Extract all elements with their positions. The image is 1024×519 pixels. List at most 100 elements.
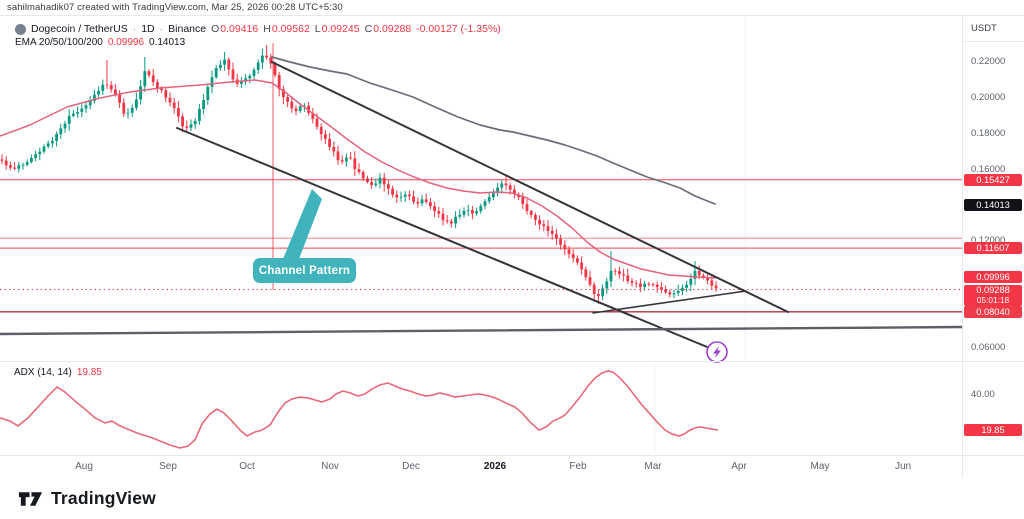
candle[interactable] [697, 270, 701, 276]
adx-value-badge[interactable]: 19.85 [964, 424, 1022, 436]
candle[interactable] [542, 224, 546, 227]
candle[interactable] [584, 269, 588, 278]
candle[interactable] [193, 120, 197, 125]
candle[interactable] [349, 157, 352, 159]
tradingview-logo-text[interactable]: TradingView [51, 488, 156, 508]
candle[interactable] [462, 210, 466, 215]
candle[interactable] [559, 238, 562, 245]
time-axis-label[interactable]: May [810, 461, 830, 472]
candle[interactable] [256, 62, 260, 70]
current-price-badge[interactable]: 0.09288 05:01:18 [964, 284, 1022, 306]
time-axis-label[interactable]: Apr [731, 461, 747, 472]
candle[interactable] [277, 75, 281, 90]
candle[interactable] [210, 77, 214, 87]
candle[interactable] [303, 105, 306, 107]
price-axis-border[interactable] [962, 15, 963, 478]
time-axis-label[interactable]: Mar [644, 461, 662, 472]
candle[interactable] [80, 108, 84, 112]
candle[interactable] [172, 102, 176, 109]
candle[interactable] [676, 290, 680, 294]
candle[interactable] [181, 116, 184, 127]
candle[interactable] [269, 57, 273, 64]
time-axis-label[interactable]: 2026 [483, 461, 507, 472]
candle[interactable] [59, 128, 63, 135]
candle[interactable] [643, 283, 646, 288]
candle[interactable] [97, 90, 100, 95]
candle[interactable] [168, 97, 172, 103]
wedge-support-trendline[interactable] [592, 290, 747, 314]
candle[interactable] [416, 201, 420, 204]
price-badge[interactable]: 0.14013 [964, 199, 1022, 212]
channel-lower-trendline[interactable] [176, 127, 713, 350]
candle[interactable] [290, 101, 294, 109]
candle[interactable] [429, 202, 432, 207]
candle[interactable] [353, 158, 357, 170]
candle[interactable] [487, 197, 491, 202]
candle[interactable] [156, 82, 159, 89]
candle[interactable] [450, 221, 453, 224]
candle[interactable] [139, 86, 142, 100]
candle[interactable] [580, 262, 583, 270]
candle[interactable] [538, 219, 541, 225]
candle[interactable] [382, 177, 386, 185]
candle[interactable] [441, 213, 445, 221]
candle[interactable] [93, 94, 96, 101]
candle[interactable] [25, 162, 29, 165]
candle[interactable] [30, 157, 33, 163]
candle[interactable] [143, 71, 147, 87]
candle[interactable] [227, 59, 231, 70]
candle[interactable] [38, 151, 42, 155]
candle[interactable] [307, 105, 310, 113]
candle[interactable] [630, 281, 634, 283]
candle[interactable] [660, 287, 663, 290]
candle[interactable] [223, 59, 226, 65]
price-badge[interactable]: 0.08040 [964, 305, 1022, 318]
candle[interactable] [206, 86, 210, 101]
candle[interactable] [240, 81, 243, 84]
adx-legend-row[interactable]: ADX (14, 14) 19.85 [14, 367, 102, 378]
candle[interactable] [437, 211, 441, 214]
candle[interactable] [567, 249, 571, 255]
candle[interactable] [122, 102, 126, 114]
candle[interactable] [0, 159, 4, 161]
candle[interactable] [189, 124, 193, 128]
candle[interactable] [597, 293, 600, 297]
candle[interactable] [576, 258, 579, 263]
candle[interactable] [34, 154, 37, 158]
candle[interactable] [126, 112, 130, 114]
candle[interactable] [609, 270, 613, 282]
candle[interactable] [706, 277, 709, 281]
candle[interactable] [651, 284, 655, 286]
candle[interactable] [496, 187, 499, 194]
time-axis-label[interactable]: Oct [239, 461, 255, 472]
exchange-label[interactable]: Binance [168, 23, 207, 35]
candle[interactable] [685, 284, 688, 288]
candle[interactable] [634, 282, 638, 284]
time-axis-label[interactable]: Dec [402, 461, 420, 472]
candle[interactable] [466, 209, 470, 211]
candle[interactable] [319, 126, 323, 135]
candle[interactable] [164, 90, 168, 98]
pane-separator[interactable] [0, 361, 1024, 362]
candle[interactable] [471, 209, 474, 214]
candle[interactable] [248, 75, 252, 79]
candle[interactable] [328, 138, 331, 147]
candle[interactable] [391, 188, 394, 195]
candle[interactable] [345, 157, 348, 162]
candle[interactable] [282, 89, 285, 98]
candle[interactable] [357, 169, 361, 173]
candle[interactable] [534, 214, 537, 220]
candle[interactable] [672, 293, 676, 295]
candle[interactable] [664, 289, 667, 293]
candle[interactable] [433, 206, 436, 212]
candle[interactable] [508, 185, 512, 190]
candle[interactable] [88, 100, 92, 106]
candle[interactable] [84, 105, 88, 109]
candle[interactable] [370, 181, 373, 186]
symbol-title[interactable]: Dogecoin / TetherUS [31, 23, 128, 35]
candle[interactable] [424, 199, 428, 203]
candle[interactable] [550, 230, 554, 234]
candle[interactable] [151, 75, 155, 83]
candle[interactable] [500, 183, 504, 188]
